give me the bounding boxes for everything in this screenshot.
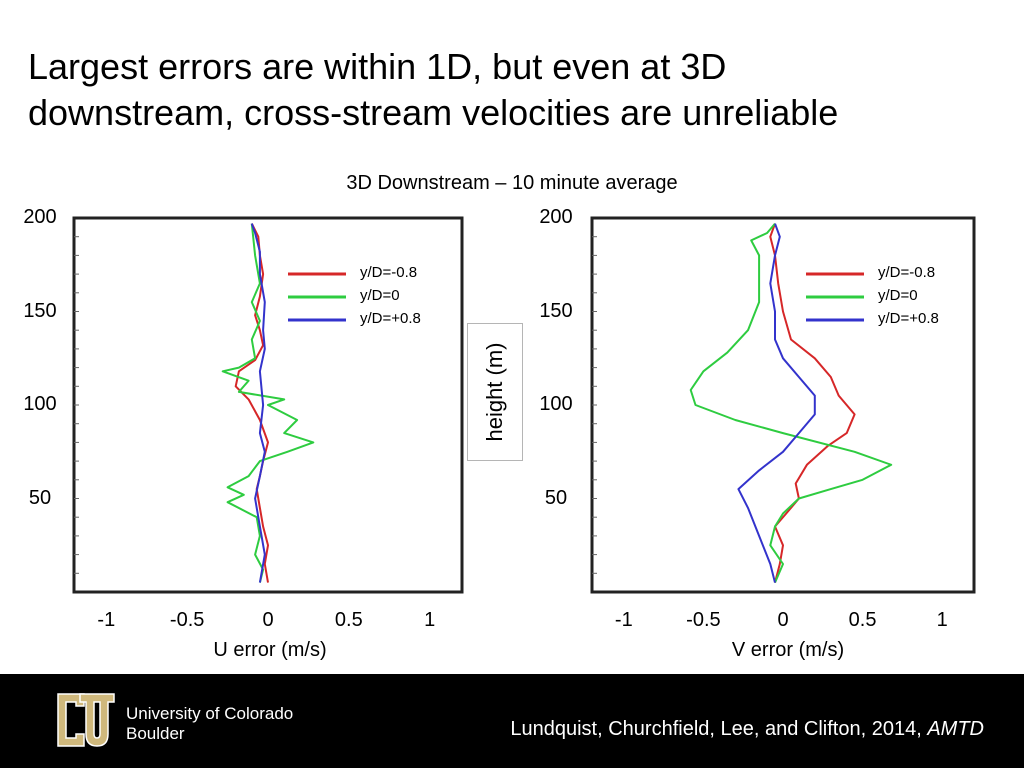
x-tick-label: -1 [97,609,116,631]
plot-frame-2 [590,216,976,594]
x-tick-label: -0.5 [169,609,205,631]
x-tick-label: 1 [936,609,948,631]
series-line-y/D=+0.8 [737,223,816,583]
y-axis-label-box: height (m) [467,323,523,461]
series-line-y/D=0 [689,222,893,583]
x-tick-label: 0 [262,609,274,631]
x-tick-label: 1 [424,609,436,631]
x-axis-label: V error (m/s) [731,639,845,661]
y-tick-label: 50 [28,486,52,509]
y-tick-label: 50 [544,486,568,509]
x-tick-label: -1 [614,609,633,631]
university-name-line2: Boulder [126,724,185,743]
x-tick-label: 0.5 [334,609,363,631]
university-name-line1: University of Colorado [126,704,294,723]
legend-label: y/D=-0.8 [360,264,418,281]
y-tick-label: 200 [539,206,573,228]
cu-logo-icon [54,688,118,752]
y-tick-label: 200 [23,206,57,228]
citation-authors: Lundquist, Churchfield, Lee, and Clifton… [510,718,928,740]
x-axis-label: U error (m/s) [213,639,327,661]
footer-bar: University of Colorado Boulder Lundquist… [0,674,1024,768]
y-tick-label: 100 [539,393,573,415]
y-tick-label: 100 [23,393,57,415]
y-axis-label: height (m) [482,342,507,442]
citation-journal: AMTD [927,718,984,740]
citation: Lundquist, Churchfield, Lee, and Clifton… [510,718,984,741]
legend-label: y/D=0 [360,287,400,304]
series-line-y/D=0 [221,223,315,583]
legend-label: y/D=+0.8 [878,310,939,327]
x-tick-label: 0 [777,609,789,631]
slide-title-line2: downstream, cross-stream velocities are … [28,92,839,133]
y-tick-label: 150 [23,299,57,322]
series-line-y/D=+0.8 [250,223,266,583]
legend-label: y/D=+0.8 [360,310,421,327]
legend-label: y/D=-0.8 [878,264,936,281]
x-tick-label: 0.5 [848,609,877,631]
x-tick-label: -0.5 [686,609,721,631]
university-name: University of Colorado Boulder [126,704,346,744]
slide-title: Largest errors are within 1D, but even a… [28,44,988,136]
slide-title-line1: Largest errors are within 1D, but even a… [28,46,727,87]
y-tick-label: 150 [539,299,573,322]
figure-title: 3D Downstream – 10 minute average [346,172,678,194]
legend-label: y/D=0 [878,287,918,304]
